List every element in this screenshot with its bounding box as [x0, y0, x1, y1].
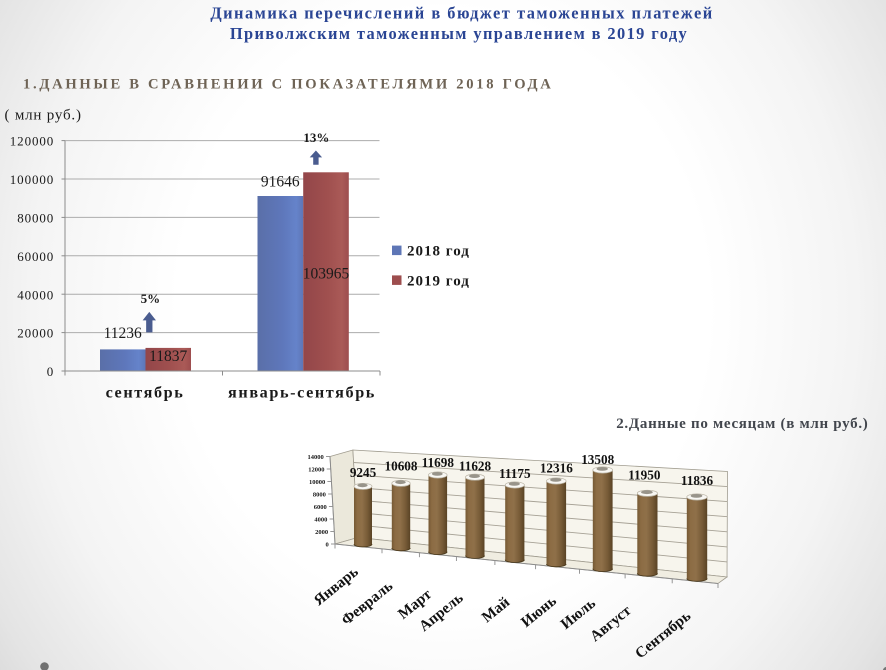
svg-text:2019 год: 2019 год [407, 274, 470, 290]
svg-text:103965: 103965 [303, 266, 350, 283]
svg-text:2.Данные по месяцам (в млн руб: 2.Данные по месяцам (в млн руб.) [616, 416, 868, 432]
svg-text:11175: 11175 [499, 466, 531, 481]
svg-text:11836: 11836 [681, 473, 714, 488]
svg-text:13508: 13508 [581, 452, 614, 467]
svg-text:9245: 9245 [350, 465, 377, 480]
svg-text:8000: 8000 [313, 492, 326, 499]
svg-text:Динамика перечислений в бюджет: Динамика перечислений в бюджет таможенны… [210, 4, 713, 23]
svg-text:11236: 11236 [104, 325, 142, 342]
svg-text:120000: 120000 [10, 134, 54, 149]
svg-text:6000: 6000 [314, 504, 327, 511]
svg-text:11837: 11837 [149, 348, 187, 365]
svg-text:2018 год: 2018 год [407, 244, 470, 260]
svg-text:11698: 11698 [422, 455, 455, 470]
svg-text:12316: 12316 [540, 461, 573, 476]
svg-text:20000: 20000 [17, 326, 54, 341]
svg-text:12000: 12000 [308, 467, 324, 474]
svg-text:2000: 2000 [315, 529, 328, 536]
svg-text:5%: 5% [141, 291, 161, 306]
svg-text:11950: 11950 [628, 468, 661, 483]
svg-text:40000: 40000 [17, 287, 54, 302]
svg-text:60000: 60000 [17, 249, 54, 264]
svg-text:10000: 10000 [309, 479, 325, 486]
svg-text:январь-сентябрь: январь-сентябрь [228, 383, 376, 401]
svg-text:10608: 10608 [385, 459, 418, 474]
svg-text:100000: 100000 [10, 172, 54, 187]
svg-text:91646: 91646 [261, 174, 300, 191]
svg-text:11628: 11628 [459, 459, 492, 474]
svg-text:13%: 13% [303, 130, 329, 145]
svg-text:Приволжским таможенным управле: Приволжским таможенным управлением в 201… [230, 24, 688, 43]
svg-text:( млн руб.): ( млн руб.) [5, 108, 82, 124]
svg-text:80000: 80000 [17, 211, 54, 226]
svg-text:0: 0 [47, 364, 54, 379]
svg-text:сентябрь: сентябрь [106, 383, 185, 401]
svg-text:14000: 14000 [308, 454, 324, 461]
svg-text:4000: 4000 [314, 517, 327, 524]
svg-text:1.ДАННЫЕ В СРАВНЕНИИ С ПОКАЗАТ: 1.ДАННЫЕ В СРАВНЕНИИ С ПОКАЗАТЕЛЯМИ 2018… [23, 77, 554, 93]
svg-text:0: 0 [326, 542, 329, 549]
